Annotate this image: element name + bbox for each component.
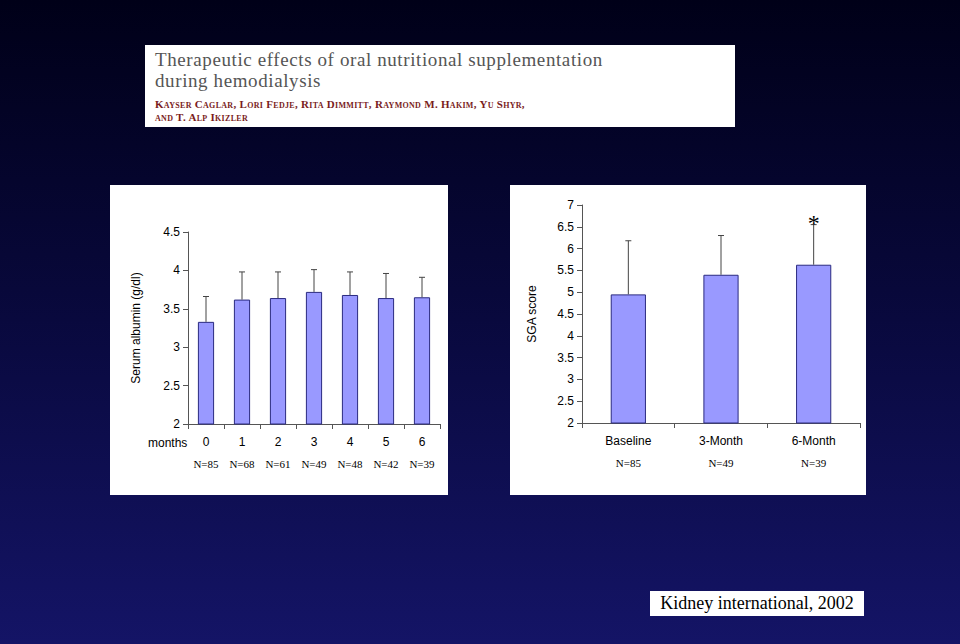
svg-text:6: 6 — [567, 242, 574, 256]
html-text:Kayser Caglar, Lori Fedje, Rit: Kayser Caglar, Lori Fedje, Rita Dimmitt,… — [155, 98, 525, 110]
svg-text:4: 4 — [173, 263, 180, 277]
html-text:Kidney international, 2002: Kidney international, 2002 — [660, 593, 854, 613]
svg-text:3: 3 — [173, 340, 180, 354]
svg-text:N=85: N=85 — [616, 457, 642, 469]
svg-text:6.5: 6.5 — [557, 220, 574, 234]
svg-text:3.5: 3.5 — [163, 302, 180, 316]
svg-text:3: 3 — [311, 435, 318, 449]
svg-text:3.5: 3.5 — [557, 351, 574, 365]
svg-text:*: * — [808, 210, 820, 236]
svg-text:N=39: N=39 — [801, 457, 827, 469]
svg-text:3-Month: 3-Month — [699, 434, 743, 448]
svg-text:N=39: N=39 — [409, 458, 435, 470]
svg-text:Serum albumin (g/dl): Serum albumin (g/dl) — [129, 272, 143, 383]
svg-text:N=49: N=49 — [708, 457, 734, 469]
svg-text:5: 5 — [567, 285, 574, 299]
svg-text:Baseline: Baseline — [605, 434, 651, 448]
svg-text:SGA score: SGA score — [525, 285, 539, 343]
html-text:and T. Alp Ikizler: and T. Alp Ikizler — [155, 111, 248, 123]
svg-text:2: 2 — [173, 417, 180, 431]
svg-text:4.5: 4.5 — [163, 225, 180, 239]
svg-text:5.5: 5.5 — [557, 263, 574, 277]
svg-text:N=68: N=68 — [229, 458, 255, 470]
html-text:Therapeutic effects of oral nu: Therapeutic effects of oral nutritional … — [155, 49, 603, 70]
svg-text:2: 2 — [567, 416, 574, 430]
svg-text:2: 2 — [275, 435, 282, 449]
html-text:during hemodialysis: during hemodialysis — [155, 70, 321, 91]
svg-text:3: 3 — [567, 372, 574, 386]
svg-text:0: 0 — [203, 435, 210, 449]
svg-text:2.5: 2.5 — [163, 379, 180, 393]
svg-text:1: 1 — [239, 435, 246, 449]
svg-text:4.5: 4.5 — [557, 307, 574, 321]
svg-text:N=85: N=85 — [193, 458, 219, 470]
svg-text:2.5: 2.5 — [557, 394, 574, 408]
svg-text:6: 6 — [419, 435, 426, 449]
svg-text:N=42: N=42 — [373, 458, 398, 470]
svg-text:7: 7 — [567, 198, 574, 212]
svg-text:4: 4 — [567, 329, 574, 343]
svg-text:4: 4 — [347, 435, 354, 449]
svg-text:N=61: N=61 — [265, 458, 290, 470]
svg-text:6-Month: 6-Month — [792, 434, 836, 448]
svg-text:N=48: N=48 — [337, 458, 363, 470]
svg-text:months: months — [148, 436, 187, 450]
svg-text:5: 5 — [383, 435, 390, 449]
svg-text:N=49: N=49 — [301, 458, 327, 470]
